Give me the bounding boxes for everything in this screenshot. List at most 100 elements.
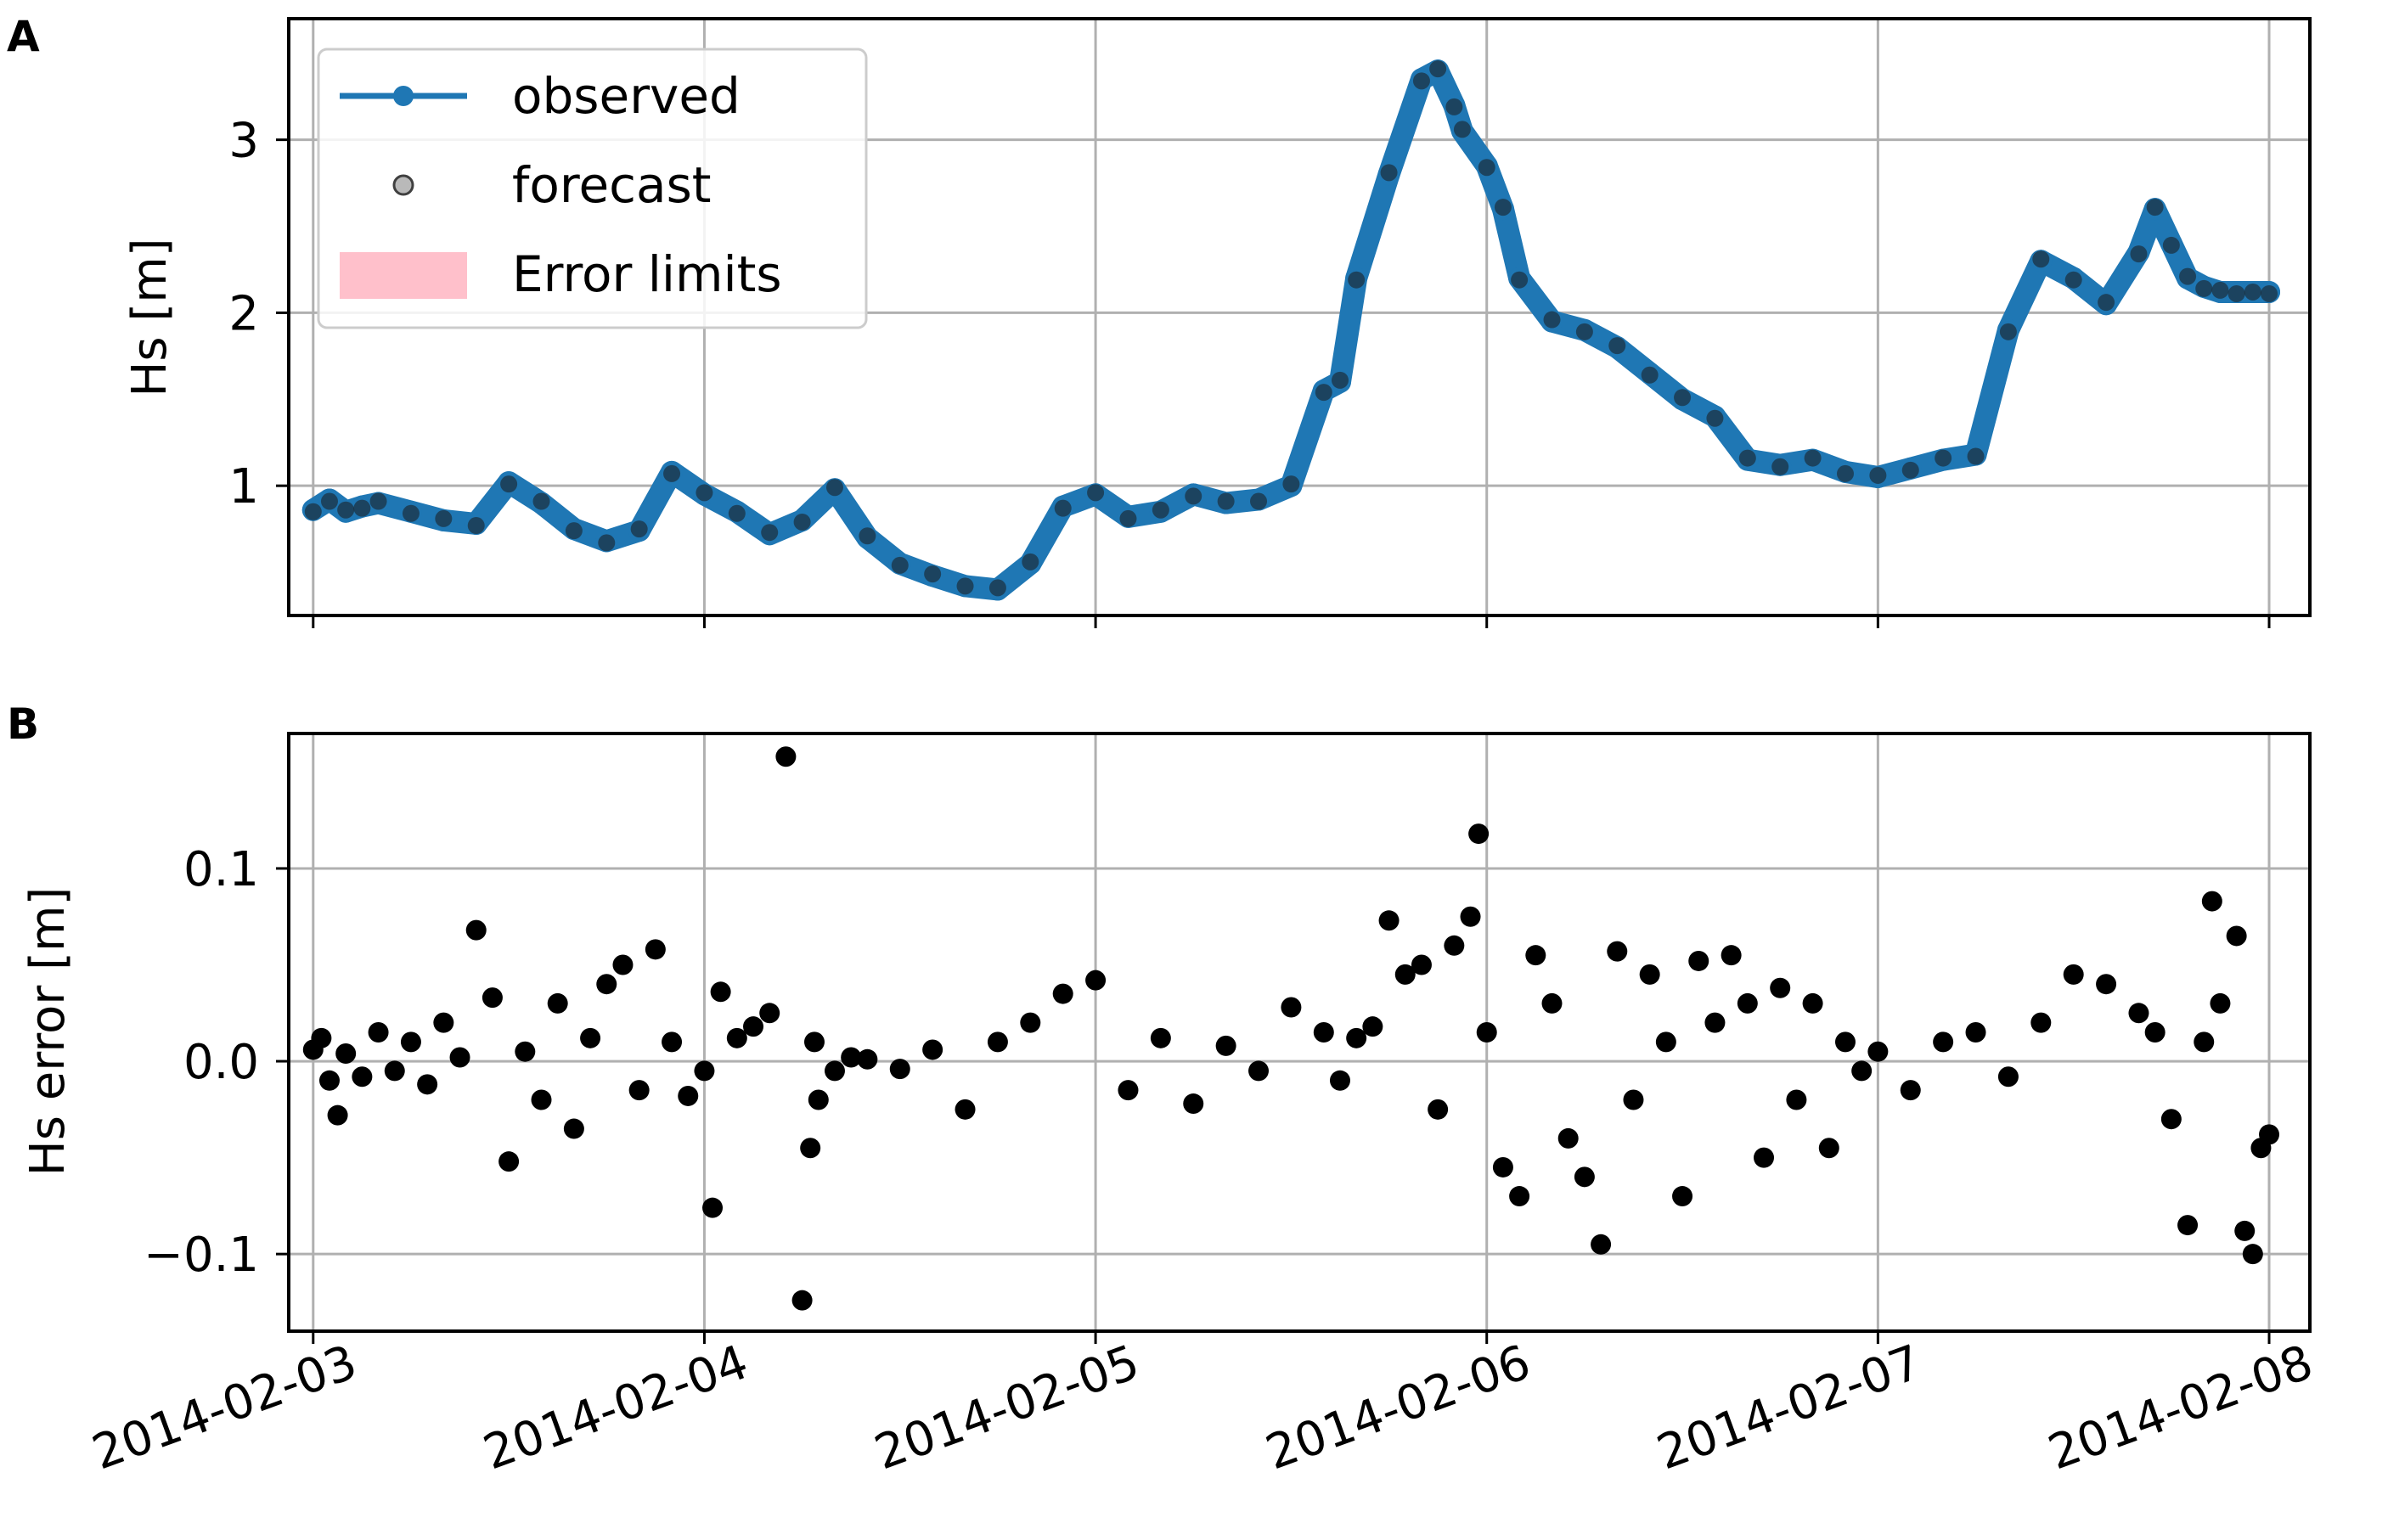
x-tick-label: 2014-02-03 [86,1335,364,1481]
forecast-point [1453,121,1471,138]
error-point [2030,1012,2052,1033]
forecast-point [1494,199,1512,216]
forecast-point [2179,267,2197,285]
error-point [841,1047,862,1068]
error-point [1541,992,1563,1014]
error-point [311,1027,332,1048]
error-point [1607,941,1628,962]
forecast-point [1380,164,1398,182]
forecast-point [1054,499,1072,517]
error-point [1052,983,1073,1004]
x-tick-labels: 2014-02-03 2014-02-04 2014-02-05 2014-02-06… [86,1335,2320,1481]
panel-label-a: A [7,12,40,61]
forecast-point [1575,323,1593,340]
error-point [1329,1070,1350,1091]
forecast-point [1641,366,1659,384]
error-point [1394,964,1416,985]
forecast-point [1445,98,1463,115]
error-point [352,1066,373,1088]
error-point [612,954,634,975]
error-point [2242,1244,2263,1265]
forecast-point [2032,250,2050,268]
error-point [791,1290,813,1311]
error-point [1672,1186,1693,1207]
error-point [694,1060,715,1082]
error-point [1623,1089,1644,1110]
error-point [433,1012,454,1033]
error-point [775,746,797,767]
y-axis-label-a: Hs [m] [122,238,177,396]
forecast-point [2162,236,2180,254]
x-tick-label: 2014-02-05 [868,1335,1146,1481]
error-point [1411,954,1432,975]
legend-observed-label: observed [512,67,741,125]
x-tick-label: 2014-02-07 [1650,1335,1929,1481]
forecast-point [1935,449,1952,467]
x-tick-label: 2014-02-08 [2042,1335,2320,1481]
forecast-point [956,577,974,595]
y-tick-label: 1 [228,459,259,514]
forecast-point [1511,271,1529,289]
error-point [498,1151,520,1172]
forecast-point [1804,449,1822,467]
forecast-point [859,527,876,545]
forecast-point [1429,60,1447,78]
error-point [1557,1127,1579,1149]
error-point [1248,1060,1270,1082]
axes-frame-a [287,17,2312,617]
forecast-point [500,475,518,493]
error-point [1867,1041,1889,1062]
ticks-b: −0.1 0.0 0.1 [144,842,2271,1344]
error-point [1933,1031,1954,1053]
forecast-point [1152,501,1169,519]
error-point [482,987,503,1009]
forecast-point [532,492,550,510]
forecast-point [1901,461,1919,479]
forecast-point [304,503,322,520]
error-point [702,1197,724,1218]
error-point [580,1027,601,1048]
forecast-point [1674,389,1692,407]
forecast-point [2211,281,2229,299]
error-point [889,1059,910,1080]
forecast-point [467,517,485,535]
forecast-point [1185,487,1202,505]
error-point [1737,992,1758,1014]
forecast-point [1738,449,1756,467]
error-point [1444,935,1465,956]
error-point [1688,950,1709,971]
error-point [515,1041,536,1062]
forecast-point [1315,384,1332,402]
error-point [1639,964,1660,985]
error-point [1851,1060,1873,1082]
forecast-point [1967,447,1985,465]
legend-error-limits-patch [340,252,467,299]
forecast-point [924,565,942,583]
forecast-point [1250,492,1268,510]
axes-frame-b [287,732,2312,1333]
error-point [1378,910,1400,931]
error-point [400,1031,421,1053]
panel-label-b: B [7,700,39,749]
legend: observed forecast Error limits [317,48,868,329]
forecast-point [1999,323,2017,340]
forecast-point [598,534,616,552]
legend-error-limits-label: Error limits [512,245,782,303]
forecast-point [2261,284,2278,302]
forecast-point [761,524,779,542]
error-point [1313,1022,1334,1043]
forecast-point [1348,271,1366,289]
forecast-point [1282,475,1300,493]
error-point [596,974,617,995]
error-point [465,919,487,941]
forecast-point [1087,484,1105,502]
error-point [726,1027,747,1048]
error-point [1965,1022,1986,1043]
forecast-point [1771,458,1789,475]
error-point [1281,997,1302,1018]
error-point [417,1074,438,1095]
error-point [1786,1089,1807,1110]
error-point [2201,891,2222,912]
forecast-point [353,499,371,517]
error-point [2177,1215,2199,1236]
